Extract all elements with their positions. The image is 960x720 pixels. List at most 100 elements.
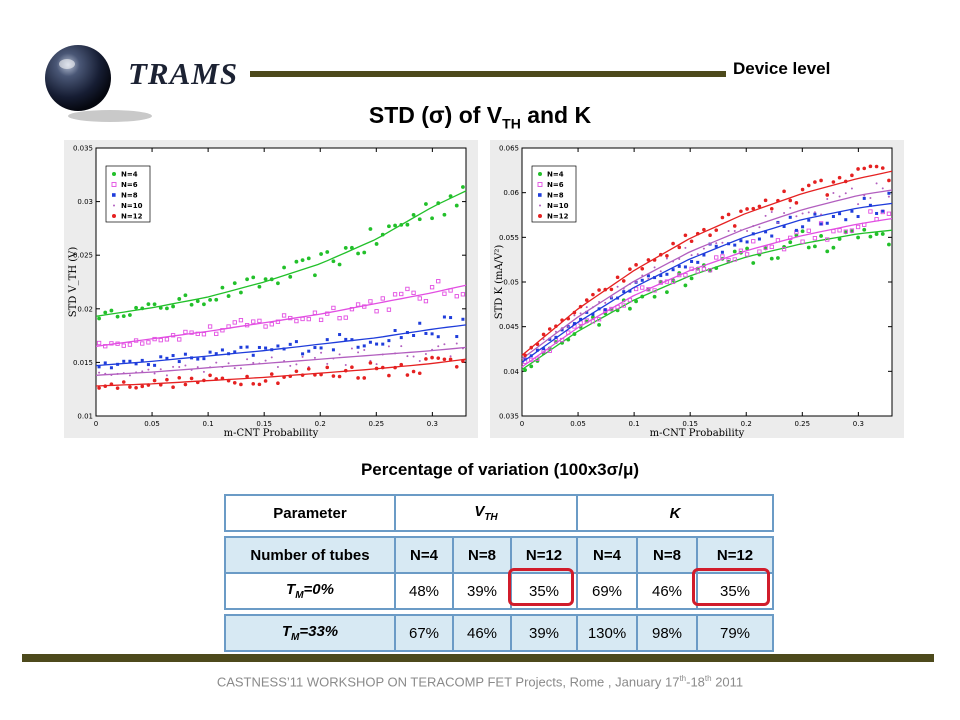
data-point xyxy=(813,244,817,249)
legend-label: N=6 xyxy=(121,181,138,189)
data-point xyxy=(269,322,274,327)
data-point xyxy=(857,203,860,206)
data-point xyxy=(313,273,317,278)
footer-dash: -18 xyxy=(686,674,705,690)
data-point xyxy=(875,211,879,215)
data-point xyxy=(850,187,853,190)
data-point xyxy=(442,212,447,217)
data-point xyxy=(831,245,836,250)
data-point xyxy=(758,226,761,229)
y-tick-label: 0.035 xyxy=(73,145,93,153)
data-point xyxy=(276,344,280,348)
data-point xyxy=(417,371,422,376)
data-point xyxy=(165,374,168,377)
legend-label: N=4 xyxy=(547,171,564,179)
data-point xyxy=(375,363,378,366)
footer-sup-2: th xyxy=(704,674,712,683)
data-point xyxy=(615,275,620,280)
data-point xyxy=(140,341,145,346)
data-point xyxy=(350,338,354,342)
data-point xyxy=(547,348,552,353)
x-tick-label: 0.1 xyxy=(629,420,640,428)
data-point xyxy=(831,180,836,184)
y-tick-label: 0.035 xyxy=(499,413,519,421)
data-point xyxy=(245,345,249,349)
data-point xyxy=(178,365,181,368)
row-label-main: T xyxy=(286,581,296,598)
data-point xyxy=(281,313,287,318)
data-point xyxy=(147,368,150,371)
data-point xyxy=(141,370,144,373)
data-point xyxy=(671,241,675,246)
data-point xyxy=(776,221,779,224)
title-subscript: TH xyxy=(502,115,521,132)
data-point xyxy=(374,309,379,314)
data-point xyxy=(399,362,404,367)
data-point xyxy=(319,346,323,350)
data-point xyxy=(825,237,830,242)
data-point xyxy=(769,244,774,250)
data-point xyxy=(831,214,835,218)
series-N-8 xyxy=(521,191,893,363)
data-point xyxy=(745,240,749,244)
data-point xyxy=(745,246,749,251)
series-N-6 xyxy=(95,279,467,349)
data-point xyxy=(306,256,311,261)
legend-marker xyxy=(539,204,541,207)
variation-table-wrapper: Parameter VTH K Number of tubes N=4 N=8 … xyxy=(224,494,774,652)
data-point xyxy=(683,233,688,238)
data-point xyxy=(739,239,743,243)
data-point xyxy=(597,322,601,327)
data-point xyxy=(392,292,398,297)
data-point xyxy=(411,369,416,374)
x-tick-label: 0.2 xyxy=(741,420,752,428)
data-point xyxy=(128,313,132,317)
legend-marker xyxy=(538,193,542,197)
data-point xyxy=(789,206,792,209)
data-point xyxy=(301,355,304,358)
data-point xyxy=(214,297,219,302)
data-point xyxy=(652,288,657,293)
data-point xyxy=(386,307,392,312)
data-point xyxy=(399,291,404,297)
vth-header-sub: TH xyxy=(484,512,498,523)
data-point xyxy=(115,314,120,319)
data-point xyxy=(134,385,138,390)
data-point xyxy=(819,222,823,226)
data-point xyxy=(442,357,447,362)
row-label: TM=33% xyxy=(224,614,396,652)
data-point xyxy=(411,213,416,217)
data-point xyxy=(103,310,108,315)
data-point xyxy=(183,329,188,335)
y-tick-label: 0.03 xyxy=(77,198,93,206)
data-point xyxy=(869,196,872,199)
footer-year: 2011 xyxy=(711,674,744,690)
data-point xyxy=(263,324,268,329)
column-header: N=4 xyxy=(394,536,454,574)
data-point xyxy=(294,259,299,264)
y-tick-label: 0.055 xyxy=(499,234,519,242)
data-point xyxy=(331,374,336,378)
data-point xyxy=(769,206,774,211)
data-point xyxy=(109,366,113,370)
data-point xyxy=(635,281,638,284)
data-point xyxy=(733,229,736,232)
data-point xyxy=(806,183,811,188)
data-point xyxy=(547,327,552,331)
data-point xyxy=(437,345,440,348)
data-point xyxy=(436,335,440,339)
data-point xyxy=(300,258,305,263)
data-point xyxy=(202,370,205,373)
data-point xyxy=(757,249,762,254)
data-point xyxy=(622,290,626,294)
data-point xyxy=(726,258,731,263)
logo-text: TRAMS xyxy=(128,56,239,91)
data-point xyxy=(844,192,847,195)
data-point xyxy=(270,356,273,359)
x-tick-label: 0.25 xyxy=(795,420,811,428)
data-point xyxy=(683,272,688,278)
data-point xyxy=(702,253,706,257)
data-point xyxy=(677,264,681,268)
data-point xyxy=(783,212,786,215)
data-point xyxy=(320,351,323,354)
